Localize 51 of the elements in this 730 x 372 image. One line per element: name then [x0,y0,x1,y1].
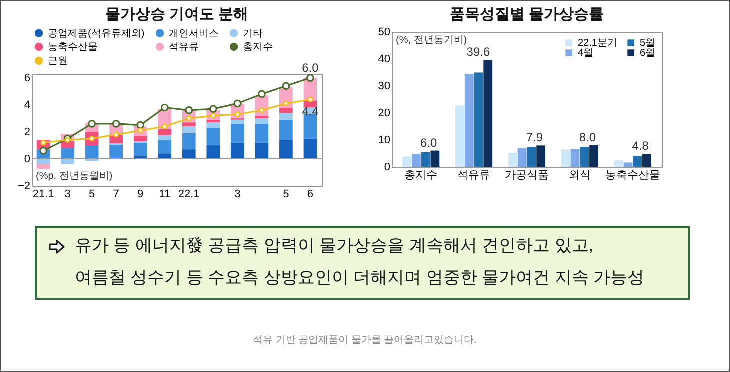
annotation: (%p, 전년동월비) [36,171,113,182]
x-tick-label: 6 [307,188,314,200]
y-tick-label: 20 [378,108,390,120]
x-tick-label: 22.1 [178,188,200,200]
legend-label: 6월 [640,48,656,59]
x-tick-label: 총지수 [404,170,438,182]
x-tick-label: 5 [283,188,290,200]
data-label: 4.4 [302,104,320,119]
y-tick-label: 2 [24,126,30,139]
x-tick-label: 11 [159,188,171,200]
x-tick-label: 9 [138,188,144,200]
legend-label: 농축수산물 [48,42,98,53]
x-tick-label: 3 [234,188,241,200]
data-label: 6.0 [302,61,320,76]
x-tick-label: 21.1 [32,188,54,200]
data-label: 7.9 [526,130,544,145]
data-label: 4.8 [632,139,650,154]
y-tick-label: 40 [378,54,390,66]
text: 유가 등 에너지發 공급측 압력이 물가상승을 계속해서 견인하고 있고, [75,235,594,257]
legend-label: 공업제품(석유류제외) [48,28,145,40]
text: 석유 기반 공업제품이 물가를 끌어올리고있습니다. [252,334,478,347]
data-label: 8.0 [579,130,596,144]
x-tick-label: 5 [89,188,96,200]
text: 여름철 성수기 등 수요측 상방요인이 더해지며 엄중한 물가여건 지속 가능성 [75,267,645,289]
y-tick-label: 10 [378,134,390,146]
legend-label: 개인서비스 [169,28,219,40]
legend-label: 석유류 [169,42,199,53]
y-tick-label: 6 [24,72,30,85]
legend-label: 기타 [243,28,263,40]
legend-label: 총지수 [243,42,273,53]
y-tick-label: 50 [378,26,390,38]
x-tick-label: 3 [64,188,71,200]
y-tick-label: 0 [24,154,30,166]
legend-label: 5월 [640,38,656,49]
legend-label: 4월 [578,48,594,59]
y-tick-label: 30 [378,80,390,92]
x-tick-label: 7 [113,188,120,200]
y-tick-label: 0 [384,162,390,174]
chart-title: 물가상승 기여도 분해 [105,6,249,23]
x-tick-label: 석유류 [458,170,491,182]
chart-title: 품목성질별 물가상승률 [450,6,604,23]
y-tick-label: 4 [24,100,30,112]
x-tick-label: 농축수산물 [605,170,660,182]
x-tick-label: 외식 [568,170,591,182]
legend-label: 근원 [48,56,68,67]
y-tick-label: −2 [18,180,30,192]
legend-label: 22.1분기 [578,38,618,49]
data-label: 39.6 [466,45,490,60]
annotation: (%, 전년동기비) [396,35,468,46]
data-label: 6.0 [420,136,438,150]
x-tick-label: 가공식품 [505,170,549,182]
